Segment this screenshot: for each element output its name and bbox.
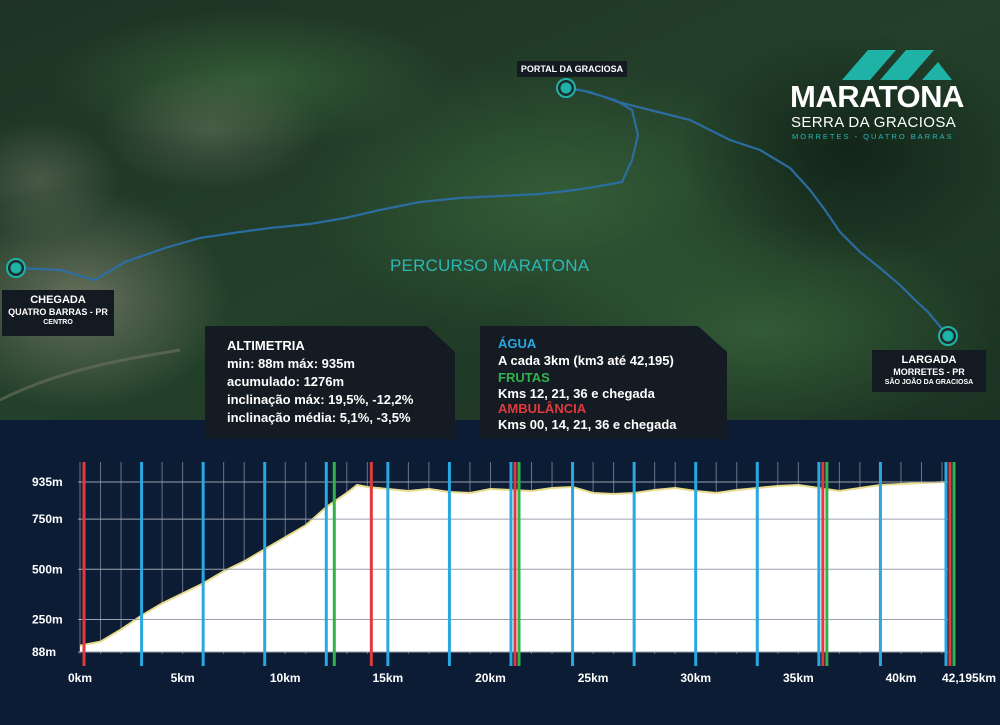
altimetry-line: inclinação máx: 19,5%, -12,2% (227, 392, 414, 407)
fruits-label: FRUTAS (498, 370, 550, 385)
largada-place: SÃO JOÃO DA GRACIOSA (884, 379, 974, 386)
elevation-chart: 88m 250m 500m 750m 935m 0km 5km 10km 15km 20km 25… (0, 440, 1000, 725)
chegada-label: CHEGADA QUATRO BARRAS - PR CENTRO (2, 290, 114, 336)
marker-dot (942, 330, 954, 342)
ambulance-text: Kms 00, 14, 21, 36 e chegada (498, 417, 677, 432)
water-label: ÁGUA (498, 336, 537, 351)
altimetry-box: ALTIMETRIA min: 88m máx: 935m acumulado:… (205, 326, 455, 439)
x-tick-label: 42,195km (942, 671, 996, 685)
x-tick-label: 35km (783, 671, 814, 685)
terrain-shadow (680, 30, 1000, 270)
x-tick-label: 20km (475, 671, 506, 685)
logo-title: MARATONA (790, 79, 964, 114)
chegada-place: CENTRO (43, 319, 73, 326)
satellite-map (0, 0, 1000, 420)
chegada-city: QUATRO BARRAS - PR (8, 307, 108, 317)
marker-largada[interactable] (938, 326, 958, 346)
route-title: PERCURSO MARATONA (390, 256, 590, 275)
marker-dot (560, 82, 572, 94)
logo-subtitle: SERRA DA GRACIOSA (791, 114, 957, 131)
x-tick-label: 30km (680, 671, 711, 685)
y-tick-label: 750m (32, 512, 63, 526)
chegada-title: CHEGADA (30, 294, 86, 306)
largada-city: MORRETES - PR (893, 367, 965, 377)
portal-label: PORTAL DA GRACIOSA (517, 61, 627, 77)
y-axis-labels: 88m 250m 500m 750m 935m (32, 475, 63, 659)
route-line (15, 86, 949, 337)
town-area (0, 120, 120, 240)
x-tick-label: 5km (171, 671, 195, 685)
portal-title: PORTAL DA GRACIOSA (520, 64, 624, 74)
service-markers (82, 462, 956, 666)
marker-dot (10, 262, 22, 274)
x-tick-label: 0km (68, 671, 92, 685)
ambulance-label: AMBULÂNCIA (498, 401, 587, 416)
altimetry-line: inclinação média: 5,1%, -3,5% (227, 410, 411, 425)
x-tick-label: 40km (886, 671, 917, 685)
largada-label: LARGADA MORRETES - PR SÃO JOÃO DA GRACIO… (872, 350, 986, 392)
logo-mark-icon (842, 50, 952, 80)
altimetry-line: min: 88m máx: 935m (227, 356, 355, 371)
marker-chegada[interactable] (6, 258, 26, 278)
event-logo: MARATONA SERRA DA GRACIOSA MORRETES - QU… (790, 48, 964, 148)
y-tick-label: 500m (32, 562, 63, 576)
altimetry-title: ALTIMETRIA (227, 338, 305, 353)
marker-portal[interactable] (556, 78, 576, 98)
y-tick-label: 250m (32, 612, 63, 626)
logo-towns: MORRETES - QUATRO BARRAS (792, 132, 954, 141)
road (0, 348, 181, 402)
y-tick-label: 935m (32, 475, 63, 489)
altimetry-line: acumulado: 1276m (227, 374, 345, 389)
elevation-gridlines (78, 481, 948, 653)
y-tick-label: 88m (32, 645, 56, 659)
fruits-text: Kms 12, 21, 36 e chegada (498, 386, 655, 401)
x-tick-label: 15km (373, 671, 404, 685)
x-axis-labels: 0km 5km 10km 15km 20km 25km 30km 35km 40km 42,195… (68, 671, 996, 685)
x-tick-label: 10km (270, 671, 301, 685)
x-tick-label: 25km (578, 671, 609, 685)
water-text: A cada 3km (km3 até 42,195) (498, 353, 674, 368)
town-area (100, 70, 320, 190)
services-box: ÁGUA A cada 3km (km3 até 42,195) FRUTAS … (480, 326, 727, 439)
elevation-area (80, 482, 946, 652)
largada-title: LARGADA (901, 354, 957, 366)
